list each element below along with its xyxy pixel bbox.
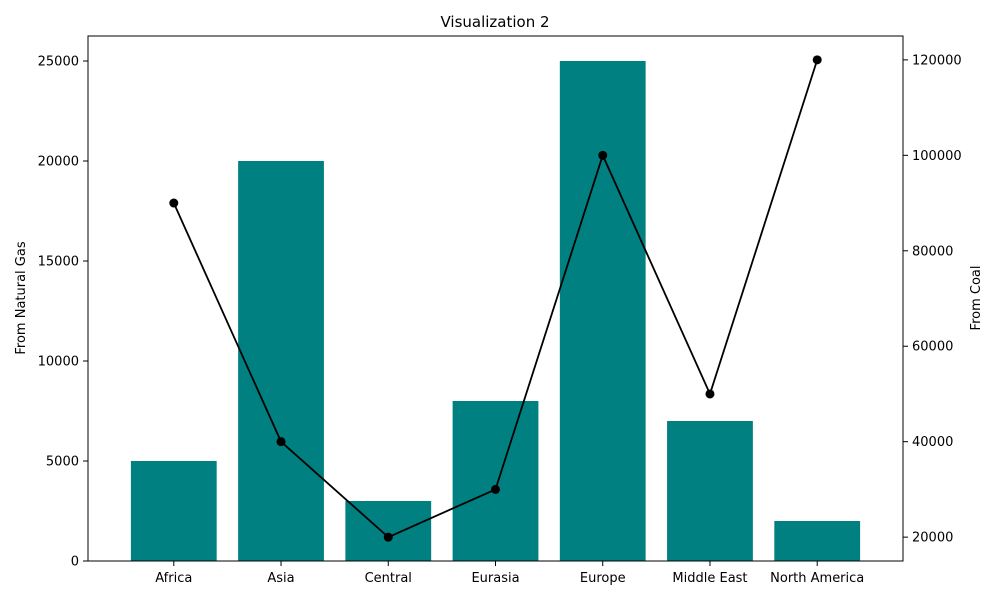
x-tick-label: North America — [770, 571, 864, 586]
bar-eurasia — [452, 401, 539, 561]
y2-tick-label: 40000 — [912, 435, 953, 450]
y2-axis-label: From Coal — [969, 266, 984, 331]
bar-series — [130, 61, 861, 561]
bar-europe — [559, 61, 646, 561]
y2-tick-label: 80000 — [912, 244, 953, 259]
coal-point-africa — [169, 198, 179, 208]
bar-africa — [130, 461, 217, 561]
y-tick-label: 5000 — [46, 455, 79, 470]
y-tick-label: 0 — [71, 555, 79, 570]
y-tick-label: 25000 — [38, 55, 79, 70]
coal-point-europe — [598, 150, 608, 160]
chart-title: Visualization 2 — [440, 13, 549, 31]
y2-tick-label: 100000 — [912, 149, 962, 164]
y2-tick-label: 60000 — [912, 340, 953, 355]
y-axis-label: From Natural Gas — [14, 241, 29, 354]
x-tick-label: Eurasia — [471, 571, 519, 586]
coal-point-central — [383, 532, 393, 542]
x-tick-label: Asia — [267, 571, 294, 586]
bar-asia — [238, 161, 324, 561]
coal-point-asia — [276, 437, 286, 447]
line-series — [169, 55, 822, 542]
coal-point-north-america — [812, 55, 822, 65]
axes: 0 5000 10000 15000 20000 25000 20000 40000 60000… — [38, 35, 962, 586]
x-tick-label: Europe — [580, 571, 626, 586]
y-tick-label: 10000 — [38, 355, 79, 370]
x-tick-label: Central — [365, 571, 412, 586]
x-tick-label: Middle East — [672, 571, 747, 586]
y2-tick-label: 20000 — [912, 531, 953, 546]
x-tick-label: Africa — [155, 571, 192, 586]
y-tick-label: 15000 — [38, 255, 79, 270]
bar-middle-east — [667, 421, 753, 561]
coal-point-eurasia — [491, 484, 500, 494]
coal-point-middle-east — [705, 389, 715, 399]
bar-north-america — [774, 521, 861, 561]
y-tick-label: 20000 — [38, 155, 79, 170]
y2-tick-label: 120000 — [912, 53, 962, 68]
